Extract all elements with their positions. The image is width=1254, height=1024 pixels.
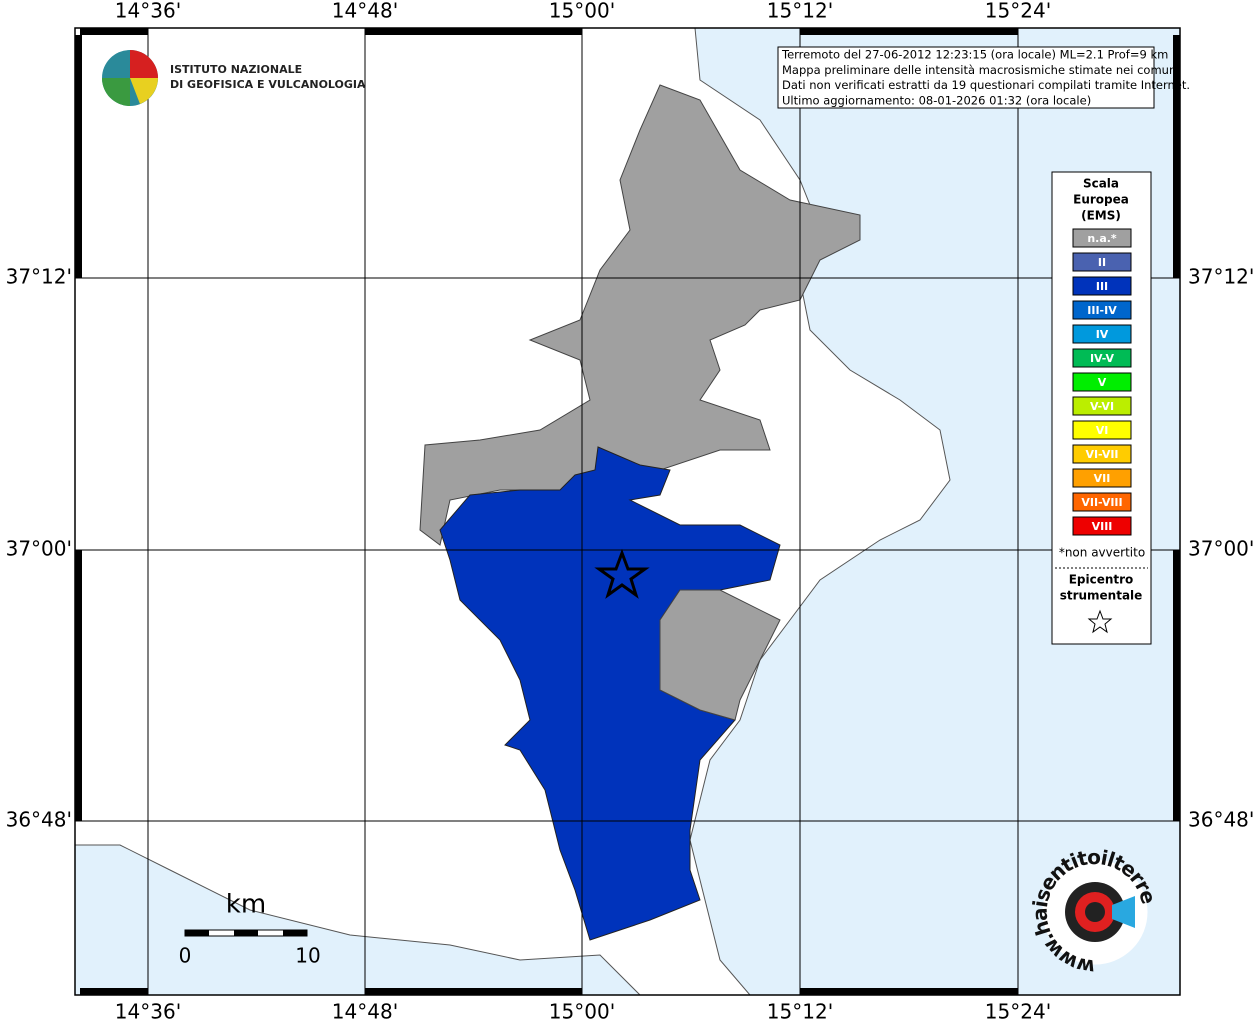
legend-swatch — [1072, 276, 1132, 296]
lon-tick-label: 14°36' — [115, 0, 181, 23]
scale-bar — [184, 929, 308, 937]
legend-epicenter: strumentale — [1060, 589, 1143, 603]
legend-swatch — [1072, 420, 1132, 440]
legend-star — [1087, 609, 1113, 634]
legend-swatch — [1072, 300, 1132, 320]
legend-swatch — [1072, 372, 1132, 392]
scale-label: 10 — [295, 944, 320, 968]
legend-swatch — [1072, 492, 1132, 512]
lat-tick-label: 36°48' — [1188, 808, 1254, 832]
legend-label: VI — [1096, 424, 1109, 437]
legend-swatch — [1072, 252, 1132, 272]
lon-tick-label: 15°12' — [767, 0, 833, 23]
lat-tick-label: 37°12' — [6, 265, 72, 289]
legend-label: VIII — [1092, 520, 1113, 533]
lon-tick-label: 14°48' — [332, 0, 398, 23]
legend-swatch — [1072, 228, 1132, 248]
legend-swatch — [1072, 444, 1132, 464]
lon-tick-label: 15°00' — [549, 1000, 615, 1024]
lon-tick-label: 15°24' — [985, 0, 1051, 23]
lat-tick-label: 37°00' — [1188, 537, 1254, 561]
logo-text: ISTITUTO NAZIONALE — [170, 63, 302, 76]
graticule — [75, 28, 1180, 995]
legend-title: (EMS) — [1081, 209, 1121, 223]
info-line: Dati non verificati estratti da 19 quest… — [782, 78, 1190, 92]
scale-label: 0 — [179, 944, 192, 968]
legend-label: IV — [1096, 328, 1109, 341]
legend-label: III-IV — [1087, 304, 1117, 317]
legend-label: VII-VIII — [1081, 496, 1122, 509]
lat-tick-label: 37°12' — [1188, 265, 1254, 289]
legend-title: Scala — [1083, 177, 1119, 191]
epicenter-star — [594, 548, 650, 599]
legend-swatch — [1072, 348, 1132, 368]
lon-tick-label: 14°36' — [115, 1000, 181, 1024]
lat-tick-label: 37°00' — [6, 537, 72, 561]
region-na — [659, 589, 781, 721]
legend-swatch — [1072, 516, 1132, 536]
legend-note: *non avvertito — [1059, 546, 1145, 560]
logo-text: DI GEOFISICA E VULCANOLOGIA — [170, 78, 366, 91]
lon-tick-label: 15°24' — [985, 1000, 1051, 1024]
legend-epicenter: Epicentro — [1069, 573, 1134, 587]
lat-tick-label: 36°48' — [6, 808, 72, 832]
lon-tick-label: 14°48' — [332, 1000, 398, 1024]
lon-tick-label: 15°00' — [549, 0, 615, 23]
legend-swatch — [1072, 324, 1132, 344]
scale-unit: km — [226, 890, 266, 920]
legend-label: III — [1096, 280, 1108, 293]
ingv-logo: ISTITUTO NAZIONALE DI GEOFISICA E VULCAN… — [102, 50, 366, 106]
legend-label: VI-VII — [1085, 448, 1118, 461]
region-iii — [439, 446, 781, 941]
info-line: Ultimo aggiornamento: 08-01-2026 01:32 (… — [782, 93, 1091, 107]
legend-title: Europea — [1073, 193, 1129, 207]
info-line: Mappa preliminare delle intensità macros… — [782, 63, 1179, 77]
info-box — [777, 46, 1155, 109]
site-logo — [1042, 859, 1148, 965]
legend-label: IV-V — [1090, 352, 1115, 365]
legend-label: II — [1098, 256, 1106, 269]
frame — [74, 27, 1181, 996]
legend-swatch — [1072, 468, 1132, 488]
info-line: Terremoto del 27-06-2012 12:23:15 (ora l… — [781, 48, 1168, 62]
lon-tick-label: 15°12' — [767, 1000, 833, 1024]
legend-swatch — [1072, 396, 1132, 416]
legend-label: V — [1098, 376, 1107, 389]
legend-label: VII — [1094, 472, 1111, 485]
legend-label: V-VI — [1090, 400, 1114, 413]
legend-label: n.a.* — [1087, 232, 1117, 245]
